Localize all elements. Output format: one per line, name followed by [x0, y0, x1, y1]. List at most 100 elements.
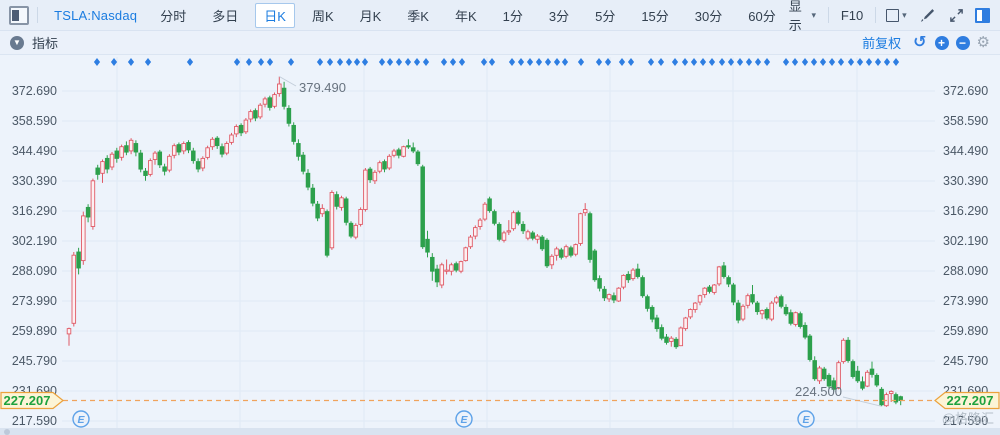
candle[interactable] — [391, 148, 397, 158]
candle[interactable] — [272, 92, 277, 109]
event-diamond-icon[interactable] — [361, 58, 369, 66]
event-diamond-icon[interactable] — [93, 58, 101, 66]
event-diamond-icon[interactable] — [627, 58, 635, 66]
candle[interactable] — [731, 282, 736, 306]
candle[interactable] — [530, 230, 535, 241]
candle[interactable] — [300, 152, 306, 175]
candle[interactable] — [735, 299, 741, 324]
event-diamond-icon[interactable] — [480, 58, 488, 66]
event-diamond-icon[interactable] — [535, 58, 543, 66]
candle[interactable] — [176, 142, 182, 156]
candle[interactable] — [66, 327, 72, 346]
candle[interactable] — [860, 376, 865, 391]
candle[interactable] — [774, 295, 779, 305]
tab-period-8[interactable]: 3分 — [548, 8, 570, 24]
tab-period-2[interactable]: 日K — [255, 2, 295, 28]
candle[interactable] — [563, 244, 569, 259]
event-diamond-icon[interactable] — [657, 58, 665, 66]
candle[interactable] — [248, 109, 253, 123]
candle[interactable] — [334, 191, 339, 210]
candle[interactable] — [128, 138, 134, 155]
event-diamond-icon[interactable] — [517, 58, 525, 66]
candle[interactable] — [138, 149, 143, 173]
candle[interactable] — [879, 387, 884, 407]
candle[interactable] — [673, 337, 679, 349]
candle[interactable] — [430, 253, 435, 281]
candle[interactable] — [616, 287, 621, 302]
candle[interactable] — [750, 285, 755, 305]
candle[interactable] — [845, 337, 851, 363]
candle[interactable] — [769, 301, 774, 322]
candle[interactable] — [329, 190, 335, 250]
candle[interactable] — [162, 163, 167, 176]
tab-period-12[interactable]: 60分 — [748, 8, 776, 24]
candle[interactable] — [888, 390, 894, 402]
candle[interactable] — [339, 195, 344, 211]
candle[interactable] — [592, 248, 598, 282]
candle[interactable] — [793, 311, 798, 327]
candle[interactable] — [76, 247, 81, 275]
event-diamond-icon[interactable] — [791, 58, 799, 66]
event-diamond-icon[interactable] — [287, 58, 295, 66]
event-diamond-icon[interactable] — [449, 58, 457, 66]
candle[interactable] — [382, 159, 387, 173]
candle[interactable] — [410, 142, 416, 154]
tab-period-3[interactable]: 周K — [311, 8, 334, 24]
candle[interactable] — [324, 209, 330, 258]
candle[interactable] — [582, 203, 588, 216]
candle[interactable] — [740, 304, 746, 322]
candle[interactable] — [755, 301, 760, 315]
event-diamond-icon[interactable] — [233, 58, 241, 66]
event-diamond-icon[interactable] — [561, 58, 569, 66]
event-diamond-icon[interactable] — [856, 58, 864, 66]
event-diamond-icon[interactable] — [378, 58, 386, 66]
candle[interactable] — [262, 96, 268, 108]
event-diamond-icon[interactable] — [847, 58, 855, 66]
candle[interactable] — [568, 245, 574, 258]
event-diamond-icon[interactable] — [892, 58, 900, 66]
candle[interactable] — [578, 212, 583, 246]
candle[interactable] — [468, 235, 473, 249]
undo-icon[interactable]: ↺ — [913, 33, 927, 51]
candle[interactable] — [305, 169, 311, 191]
event-diamond-icon[interactable] — [316, 58, 324, 66]
candle[interactable] — [449, 262, 454, 276]
event-diamond-icon[interactable] — [544, 58, 552, 66]
candle[interactable] — [81, 211, 86, 265]
candle[interactable] — [238, 123, 244, 137]
candle[interactable] — [855, 365, 860, 383]
event-diamond-icon[interactable] — [186, 58, 194, 66]
candle[interactable] — [85, 204, 91, 223]
candlestick-series[interactable] — [66, 76, 903, 407]
tab-period-11[interactable]: 30分 — [694, 8, 723, 24]
candle[interactable] — [315, 201, 320, 222]
candle[interactable] — [544, 238, 550, 268]
tab-period-5[interactable]: 季K — [407, 8, 429, 24]
candle[interactable] — [635, 263, 641, 279]
candle[interactable] — [200, 156, 206, 172]
candle[interactable] — [214, 136, 220, 149]
candle[interactable] — [549, 254, 555, 270]
event-diamond-icon[interactable] — [745, 58, 753, 66]
event-diamond-icon[interactable] — [508, 58, 516, 66]
candle[interactable] — [210, 137, 215, 150]
candle[interactable] — [348, 221, 354, 239]
candle[interactable] — [692, 302, 698, 313]
candle[interactable] — [759, 309, 765, 320]
candle[interactable] — [291, 122, 296, 145]
panel-toggle-icon[interactable] — [974, 7, 990, 23]
candle[interactable] — [367, 166, 373, 183]
event-diamond-icon[interactable] — [754, 58, 762, 66]
candle[interactable] — [554, 246, 559, 261]
zoom-in-icon[interactable]: + — [934, 35, 949, 50]
candle[interactable] — [286, 105, 292, 127]
candle[interactable] — [310, 184, 316, 207]
candle[interactable] — [817, 365, 822, 384]
candle[interactable] — [257, 103, 263, 120]
candle[interactable] — [831, 377, 837, 392]
event-diamond-icon[interactable] — [488, 58, 496, 66]
bottom-scrollbar[interactable] — [0, 428, 1000, 435]
candle[interactable] — [535, 234, 540, 244]
candle[interactable] — [109, 152, 115, 171]
candle[interactable] — [186, 140, 191, 154]
